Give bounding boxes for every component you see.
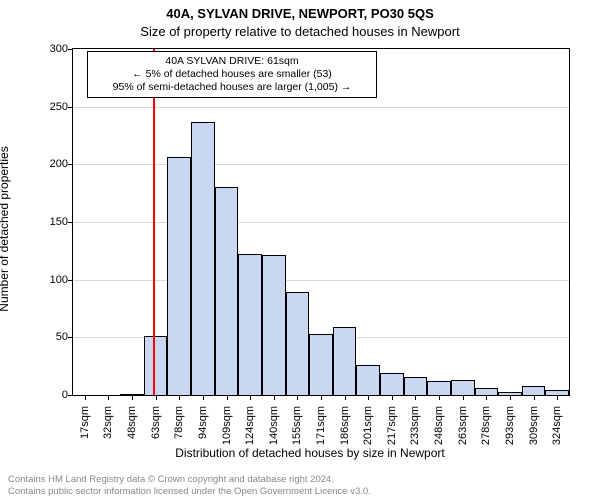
- x-tick-mark: [392, 396, 393, 400]
- x-tick-label: 63sqm: [150, 406, 162, 456]
- histogram-bar: [356, 365, 380, 395]
- x-tick-label: 263sqm: [457, 406, 469, 456]
- y-tick-label: 150: [28, 216, 68, 228]
- histogram-bar: [333, 327, 357, 395]
- histogram-bar: [380, 373, 404, 395]
- y-tick-label: 100: [28, 274, 68, 286]
- x-tick-label: 201sqm: [362, 406, 374, 456]
- x-tick-label: 248sqm: [433, 406, 445, 456]
- x-tick-label: 140sqm: [268, 406, 280, 456]
- histogram-bar: [144, 336, 168, 395]
- annotation-line: 95% of semi-detached houses are larger (…: [94, 81, 370, 94]
- footer-attribution: Contains HM Land Registry data © Crown c…: [8, 474, 371, 498]
- x-tick-label: 17sqm: [79, 406, 91, 456]
- x-tick-mark: [557, 396, 558, 400]
- y-tick-mark: [68, 164, 72, 165]
- x-tick-label: 233sqm: [409, 406, 421, 456]
- x-tick-mark: [321, 396, 322, 400]
- x-tick-label: 78sqm: [173, 406, 185, 456]
- x-tick-mark: [297, 396, 298, 400]
- x-tick-mark: [179, 396, 180, 400]
- x-tick-mark: [463, 396, 464, 400]
- histogram-bar: [262, 255, 286, 395]
- x-tick-label: 171sqm: [315, 406, 327, 456]
- x-tick-label: 186sqm: [339, 406, 351, 456]
- y-tick-label: 300: [28, 43, 68, 55]
- histogram-bar: [167, 157, 191, 395]
- histogram-bar: [498, 392, 522, 395]
- x-tick-mark: [510, 396, 511, 400]
- x-tick-label: 324sqm: [551, 406, 563, 456]
- x-tick-mark: [108, 396, 109, 400]
- annotation-line: ← 5% of detached houses are smaller (53): [94, 68, 370, 81]
- y-tick-mark: [68, 280, 72, 281]
- x-tick-mark: [274, 396, 275, 400]
- histogram-bar: [451, 380, 475, 395]
- x-tick-mark: [203, 396, 204, 400]
- footer-line: Contains public sector information licen…: [8, 486, 371, 498]
- y-tick-label: 50: [28, 331, 68, 343]
- y-tick-label: 0: [28, 389, 68, 401]
- x-tick-mark: [85, 396, 86, 400]
- chart-container: 40A, SYLVAN DRIVE, NEWPORT, PO30 5QS Siz…: [0, 0, 600, 500]
- x-tick-mark: [439, 396, 440, 400]
- y-tick-mark: [68, 337, 72, 338]
- histogram-bar: [120, 394, 144, 395]
- x-tick-mark: [132, 396, 133, 400]
- y-tick-label: 200: [28, 158, 68, 170]
- footer-line: Contains HM Land Registry data © Crown c…: [8, 474, 371, 486]
- histogram-bar: [286, 292, 310, 395]
- annotation-line: 40A SYLVAN DRIVE: 61sqm: [94, 55, 370, 68]
- histogram-bar: [309, 334, 333, 395]
- chart-title: Size of property relative to detached ho…: [0, 24, 600, 39]
- x-tick-label: 124sqm: [244, 406, 256, 456]
- gridline: [73, 280, 569, 281]
- x-tick-label: 309sqm: [528, 406, 540, 456]
- histogram-bar: [191, 122, 215, 395]
- x-tick-label: 278sqm: [480, 406, 492, 456]
- x-tick-mark: [534, 396, 535, 400]
- histogram-bar: [427, 381, 451, 395]
- y-tick-mark: [68, 49, 72, 50]
- x-tick-mark: [250, 396, 251, 400]
- x-tick-mark: [156, 396, 157, 400]
- gridline: [73, 107, 569, 108]
- x-tick-label: 155sqm: [291, 406, 303, 456]
- x-tick-label: 48sqm: [126, 406, 138, 456]
- histogram-bar: [522, 386, 546, 395]
- x-tick-mark: [227, 396, 228, 400]
- x-tick-label: 109sqm: [221, 406, 233, 456]
- chart-supertitle: 40A, SYLVAN DRIVE, NEWPORT, PO30 5QS: [0, 6, 600, 21]
- histogram-bar: [215, 187, 239, 395]
- annotation-box: 40A SYLVAN DRIVE: 61sqm ← 5% of detached…: [87, 51, 377, 98]
- x-tick-mark: [345, 396, 346, 400]
- histogram-bar: [475, 388, 499, 395]
- histogram-bar: [404, 377, 428, 395]
- y-tick-mark: [68, 395, 72, 396]
- x-tick-label: 293sqm: [504, 406, 516, 456]
- x-tick-label: 94sqm: [197, 406, 209, 456]
- plot-area: [72, 48, 570, 396]
- gridline: [73, 222, 569, 223]
- reference-line: [153, 49, 155, 395]
- histogram-bar: [545, 390, 569, 395]
- x-tick-mark: [415, 396, 416, 400]
- y-axis-label: Number of detached properties: [0, 129, 11, 329]
- x-tick-label: 217sqm: [386, 406, 398, 456]
- histogram-bar: [238, 254, 262, 395]
- x-tick-mark: [368, 396, 369, 400]
- y-tick-mark: [68, 107, 72, 108]
- y-tick-mark: [68, 222, 72, 223]
- gridline: [73, 164, 569, 165]
- x-tick-mark: [486, 396, 487, 400]
- y-tick-label: 250: [28, 101, 68, 113]
- x-tick-label: 32sqm: [102, 406, 114, 456]
